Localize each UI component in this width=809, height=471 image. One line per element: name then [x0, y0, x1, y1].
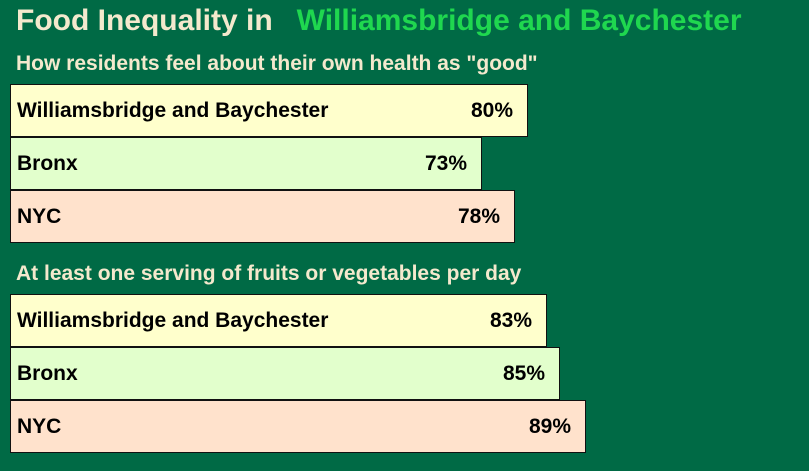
- bar-value: 80%: [470, 98, 513, 122]
- title-neighborhood: Williamsbridge and Baychester: [296, 4, 742, 37]
- bar-bronx: Bronx 73%: [10, 137, 482, 190]
- bar-label: Williamsbridge and Baychester: [17, 308, 329, 332]
- bar-nyc: NYC 89%: [10, 400, 586, 453]
- page-title: Food Inequality in Williamsbridge and Bay…: [16, 4, 742, 38]
- bar-label: Bronx: [17, 151, 78, 175]
- bar-neighborhood: Williamsbridge and Baychester 83%: [10, 294, 547, 347]
- bar-value: 89%: [528, 414, 571, 438]
- chart-2-title: At least one serving of fruits or vegeta…: [16, 262, 522, 285]
- bar-label: Williamsbridge and Baychester: [17, 98, 329, 122]
- bar-label: NYC: [17, 414, 62, 438]
- bar-value: 85%: [502, 361, 545, 385]
- title-lead: Food Inequality in: [16, 4, 273, 37]
- bar-neighborhood: Williamsbridge and Baychester 80%: [10, 84, 528, 137]
- bar-value: 83%: [489, 308, 532, 332]
- bar-nyc: NYC 78%: [10, 190, 515, 243]
- bar-value: 78%: [457, 204, 500, 228]
- bar-label: NYC: [17, 204, 62, 228]
- bar-label: Bronx: [17, 361, 78, 385]
- bar-bronx: Bronx 85%: [10, 347, 560, 400]
- chart-1-title: How residents feel about their own healt…: [16, 52, 538, 75]
- bar-value: 73%: [424, 151, 467, 175]
